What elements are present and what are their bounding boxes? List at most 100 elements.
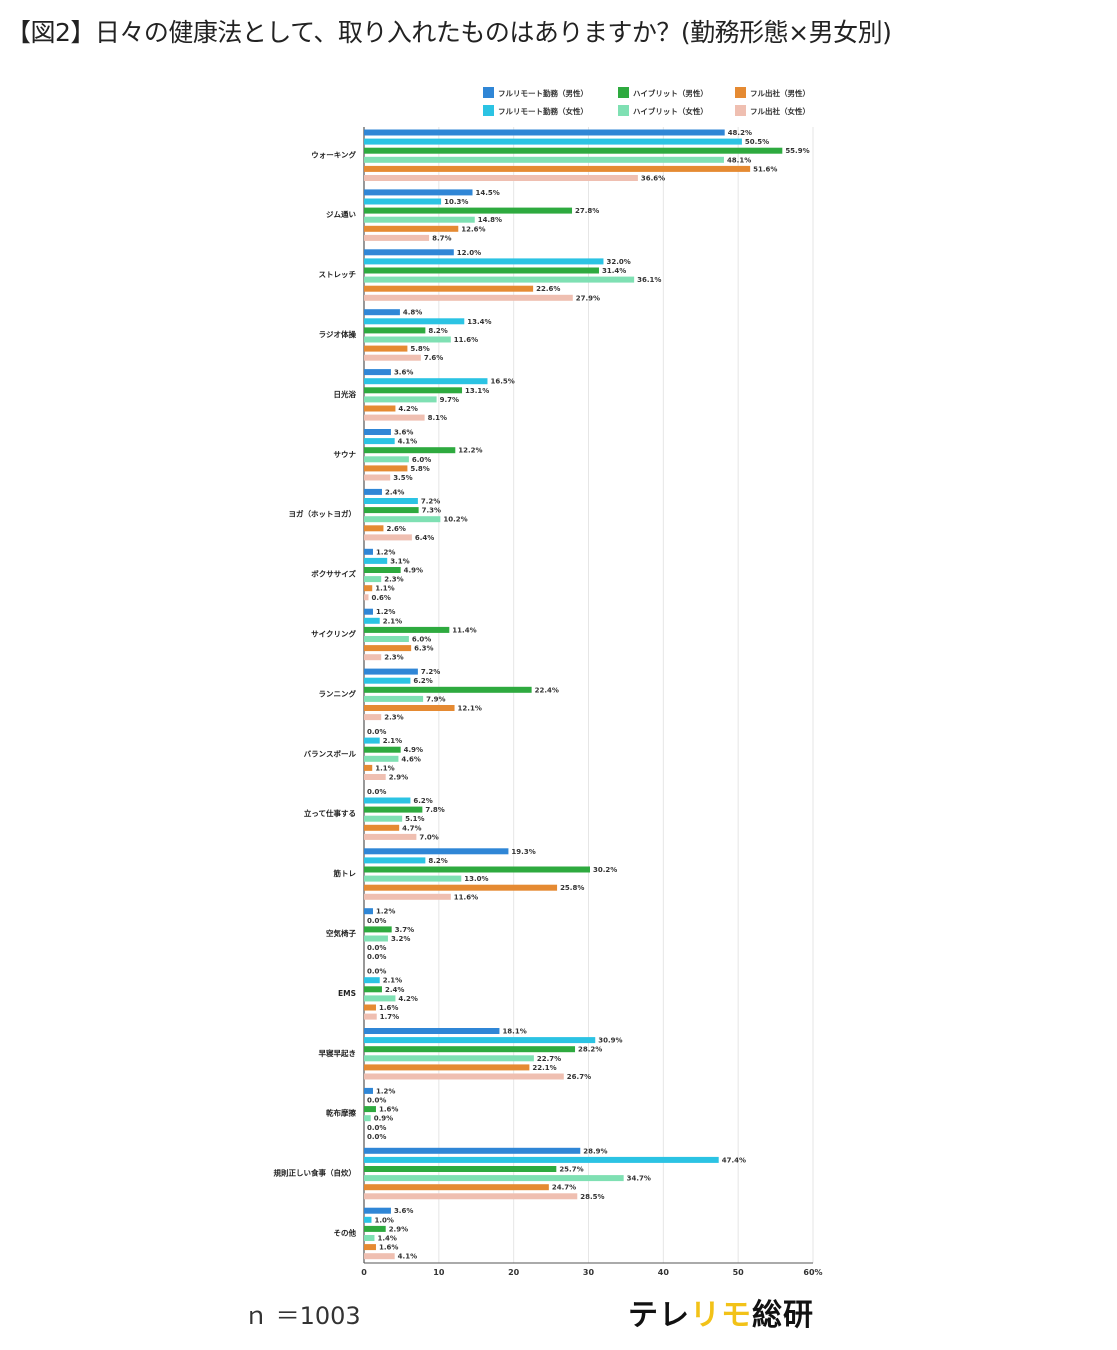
value-label: 1.6% [379,1244,398,1252]
category-label: ジム通い [326,209,356,219]
category-label: ウォーキング [311,149,356,159]
bar---s3 [364,456,409,463]
bar---s0 [364,608,373,615]
brand-logo-part: 総研 [752,1298,814,1333]
bar---s3 [364,276,635,283]
legend-label: ハイブリット（女性） [633,106,708,116]
legend-label: フル出社（女性） [750,106,810,116]
bar---s5 [364,893,451,900]
bar---s4 [364,225,459,232]
bar---s1 [364,378,488,385]
bar---s1 [364,797,411,804]
category-label: EMS [338,989,356,998]
value-label: 22.6% [536,285,560,293]
bar-ems-s4 [364,1004,376,1011]
bar---s5 [364,294,573,301]
bar---s2 [364,866,590,873]
bar---s5 [364,534,412,541]
bar---s0 [364,369,391,376]
bar---s2 [364,746,401,753]
value-label: 2.1% [383,977,402,985]
value-label: 0.0% [367,1124,386,1132]
bar-ems-s5 [364,1013,377,1020]
value-label: 1.1% [375,764,394,772]
value-label: 10.3% [444,198,468,206]
value-label: 2.9% [389,774,408,782]
bar---s2 [364,207,573,214]
bar---s0 [364,129,725,136]
value-label: 28.9% [583,1147,607,1155]
bar-ems-s1 [364,977,380,984]
category-label: ストレッチ [319,270,357,279]
x-tick-label: 0 [361,1268,367,1277]
value-label: 48.2% [728,129,752,137]
legend-label: フル出社（男性） [750,88,810,98]
bar-chart: フルリモート勤務（男性） ハイブリット（男性） フル出社（男性） フルリモート勤務（女… [274,87,823,1277]
x-axis: 0 10 20 30 40 50 60% [361,1262,823,1277]
value-label: 18.1% [502,1028,526,1036]
value-label: 36.1% [637,276,661,284]
grid [363,127,814,1263]
value-label: 25.7% [559,1166,583,1174]
legend-swatch [483,87,494,98]
x-tick-label: 50 [733,1268,745,1277]
value-label: 3.7% [395,926,414,934]
value-label: 0.0% [367,788,386,796]
bar---s2 [364,447,456,454]
brand-logo-highlight: リモ [690,1298,752,1333]
value-label: 2.4% [385,488,404,496]
value-label: 1.2% [376,908,395,916]
bar---s3 [364,576,382,583]
x-tick-label: 20 [508,1268,520,1277]
bar---s2 [364,1046,576,1053]
bar---s4 [364,165,751,172]
chart-title: 【図2】日々の健康法として、取り入れたものはありますか？(勤務形態×男女別) [6,18,892,47]
value-label: 7.3% [422,507,441,515]
value-label: 0.0% [367,728,386,736]
value-label: 1.7% [380,1013,399,1021]
bar---s5 [364,833,417,840]
category-label: 筋トレ [334,868,357,878]
value-label: 14.8% [478,216,502,224]
value-label: 3.5% [393,474,412,482]
bar---s0 [364,848,509,855]
bar---s2 [364,567,401,573]
value-label: 6.3% [414,645,433,653]
value-label: 55.9% [785,147,809,155]
brand-logo-part: テレ [628,1298,690,1333]
bar---s0 [364,668,418,675]
bar---s3 [364,755,399,762]
value-label: 22.1% [532,1064,556,1072]
bar---s5 [364,594,369,601]
bar---s4 [364,285,534,292]
bar---s0 [364,309,400,316]
value-label: 28.5% [580,1193,604,1201]
value-label: 12.6% [461,225,485,233]
value-label: 4.1% [398,438,417,446]
bar---s3 [364,336,451,343]
category-label: 乾布摩擦 [326,1108,356,1118]
bar---s5 [364,1073,564,1080]
x-tick-label: 30 [583,1268,595,1277]
bar---s4 [364,824,400,831]
bar---s5 [364,414,425,421]
category-label: 日光浴 [334,389,357,399]
value-label: 1.2% [376,1087,395,1095]
legend-label: フルリモート勤務（男性） [498,88,588,98]
bar---s0 [364,1207,391,1214]
x-tick-label: 60% [803,1268,822,1277]
category-label: サイクリング [311,628,356,638]
value-label: 1.2% [376,548,395,556]
bar---s5 [364,654,382,661]
bar---s3 [364,516,441,523]
bar---s5 [364,234,430,241]
category-label: ラジオ体操 [319,329,357,339]
value-label: 48.1% [727,156,751,164]
value-label: 0.0% [367,1133,386,1141]
bar---s1 [364,677,411,684]
bar---s1 [364,1037,596,1044]
value-label: 0.0% [367,1097,386,1105]
bar---s5 [364,774,386,780]
value-label: 8.7% [432,234,451,242]
